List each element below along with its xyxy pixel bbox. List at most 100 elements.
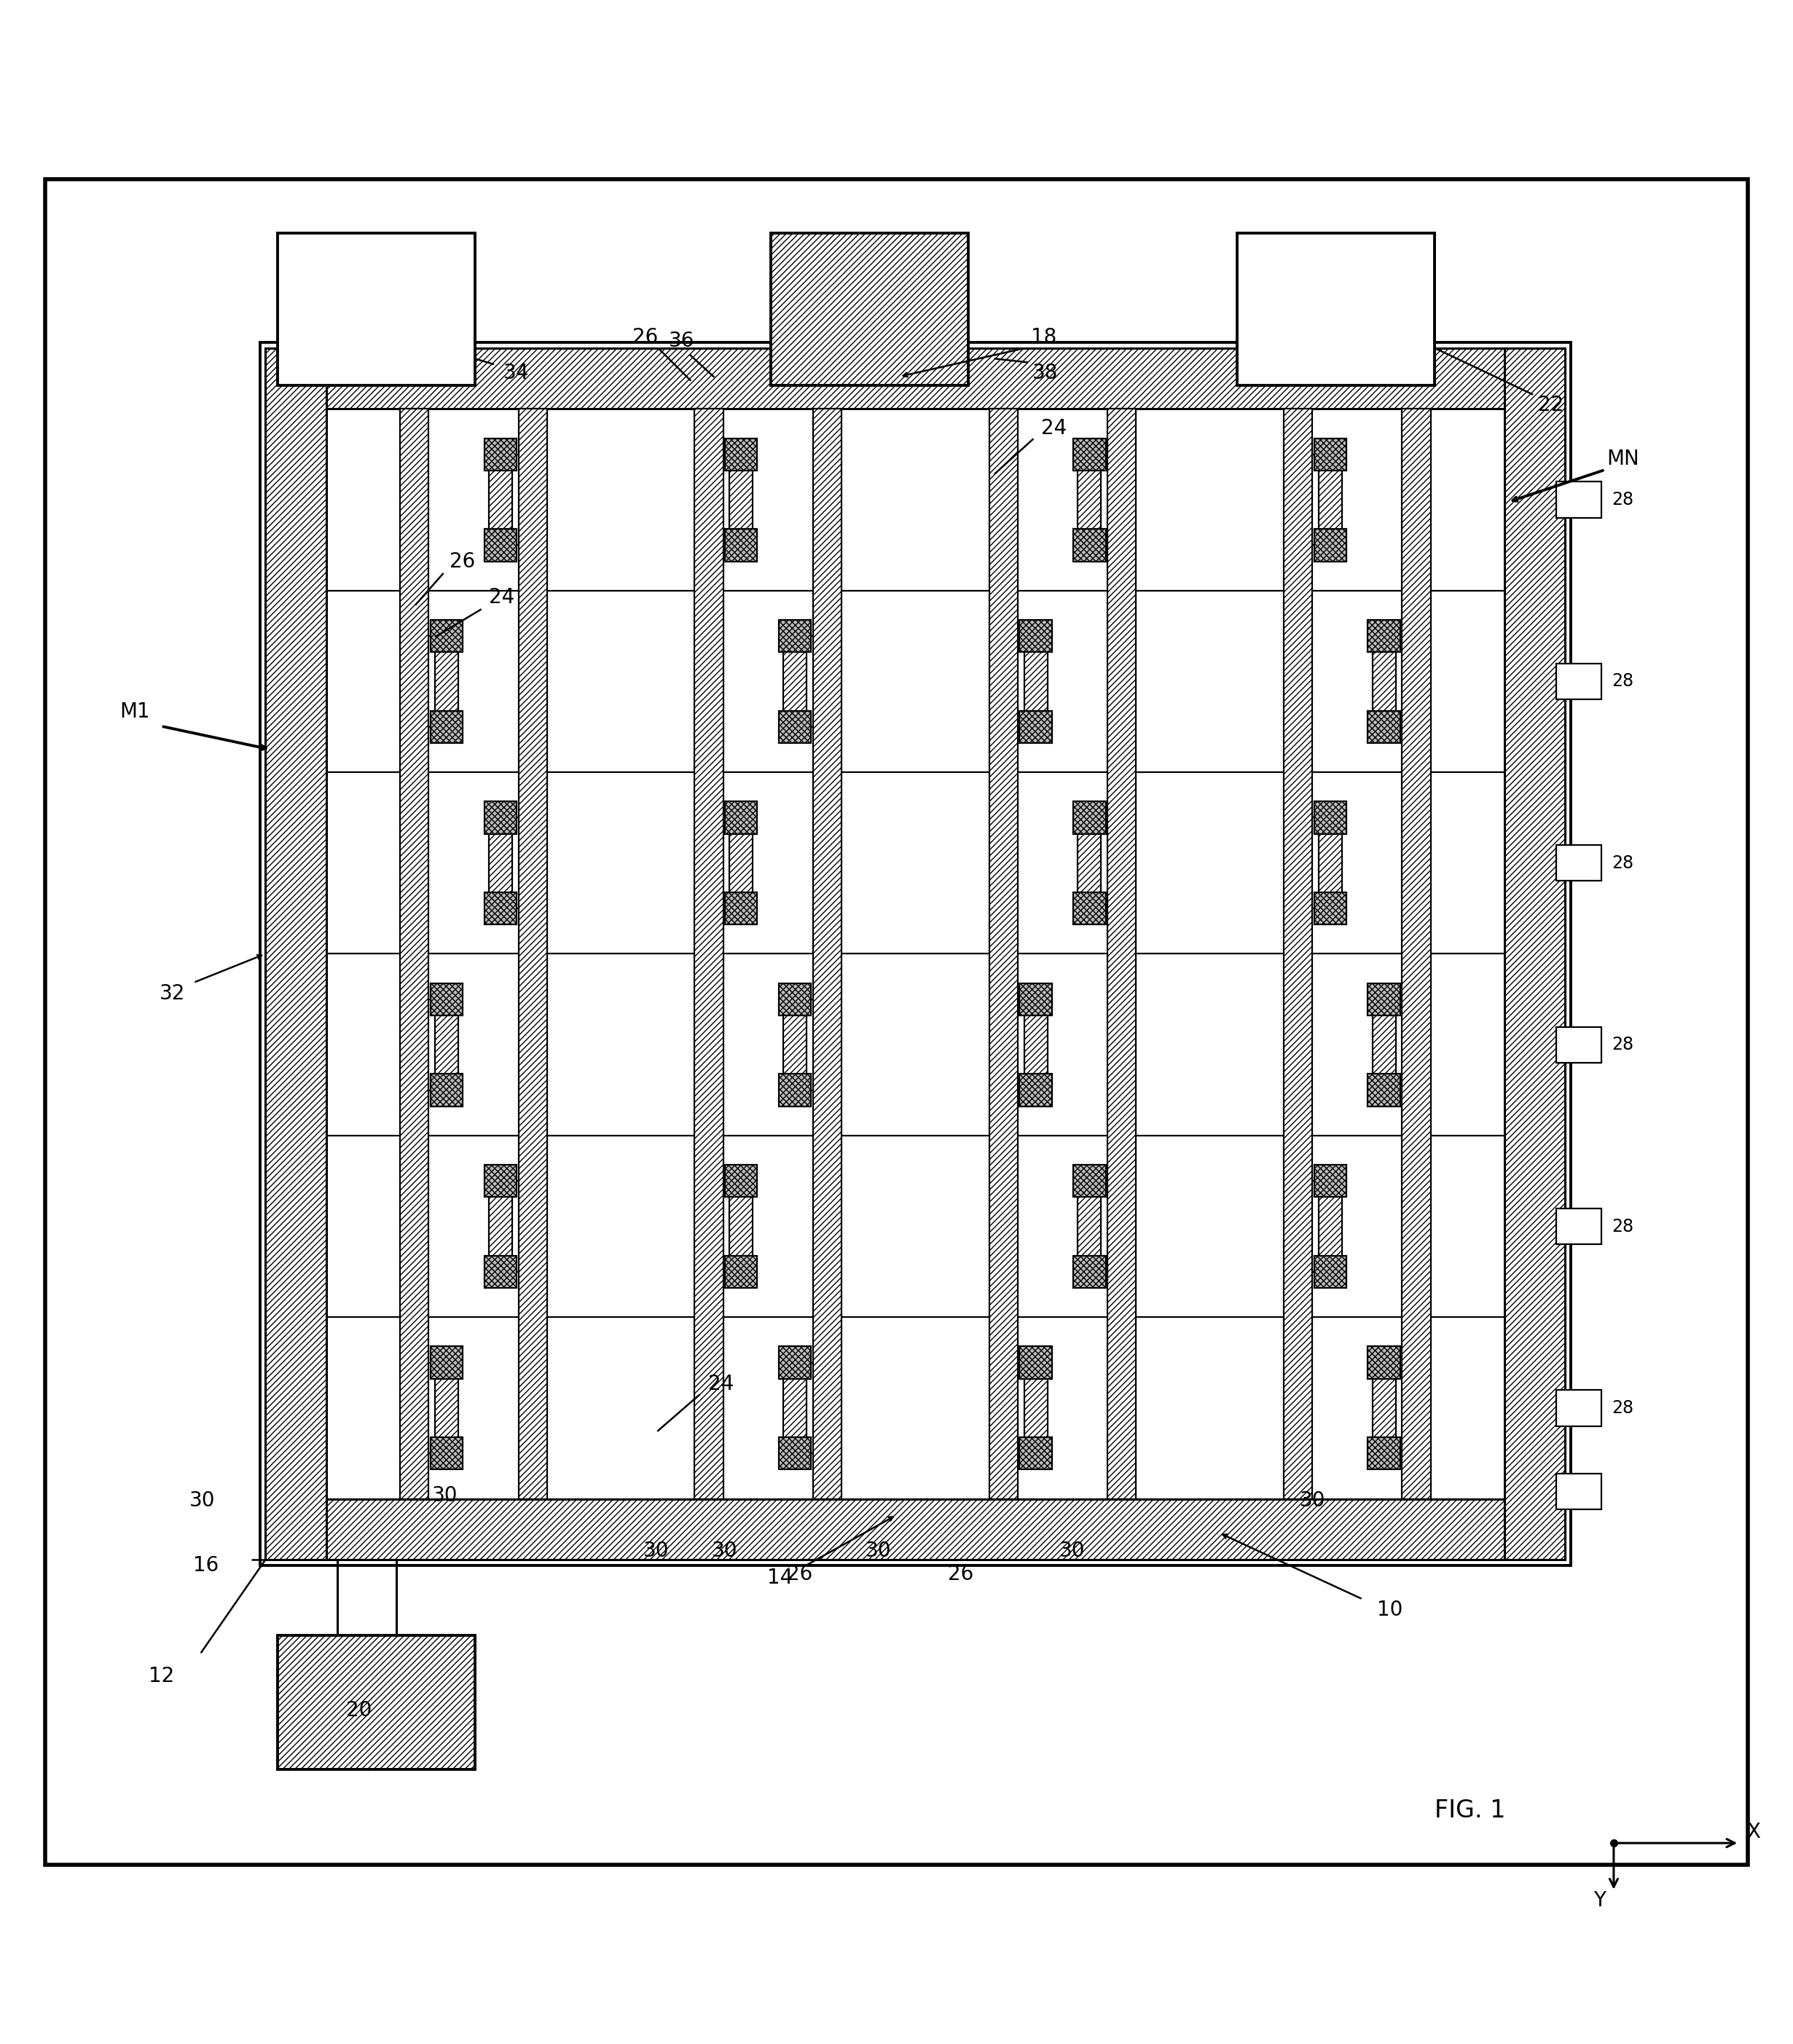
Text: 30: 30 [712, 1541, 737, 1562]
Text: 34: 34 [504, 364, 529, 382]
Bar [1368, 619, 1400, 652]
Bar [1237, 233, 1434, 386]
Text: 28: 28 [1612, 491, 1633, 509]
Bar [1556, 482, 1601, 517]
Text: X: X [1746, 1821, 1761, 1842]
Bar [278, 1635, 475, 1770]
Bar [484, 437, 516, 470]
Text: 16: 16 [194, 1555, 219, 1576]
Bar [1368, 1347, 1400, 1380]
Bar [1020, 711, 1052, 742]
Bar [430, 1437, 463, 1470]
Bar [1314, 437, 1347, 470]
Bar [724, 801, 757, 834]
Bar [1556, 1474, 1601, 1511]
Text: Y: Y [1594, 1891, 1605, 1911]
Bar [1024, 1000, 1047, 1089]
Bar [400, 409, 429, 1498]
Text: 26: 26 [787, 1564, 812, 1584]
Text: 30: 30 [1060, 1541, 1085, 1562]
Text: 30: 30 [644, 1541, 669, 1562]
Bar [1402, 409, 1431, 1498]
Bar [1314, 1255, 1347, 1288]
Text: 28: 28 [1612, 1218, 1633, 1235]
Bar [784, 1363, 807, 1453]
Text: 30: 30 [866, 1541, 891, 1562]
Bar [430, 711, 463, 742]
Text: 28: 28 [1612, 1400, 1633, 1416]
Bar [1074, 893, 1106, 924]
Bar [430, 1347, 463, 1380]
Bar [489, 818, 513, 908]
Bar [1314, 801, 1347, 834]
Bar [778, 711, 810, 742]
Text: MN: MN [1607, 450, 1639, 470]
Bar [730, 454, 753, 546]
Bar [1020, 1347, 1052, 1380]
Bar [265, 347, 1565, 409]
Bar [1556, 1390, 1601, 1427]
Text: 28: 28 [1612, 854, 1633, 873]
Text: 24: 24 [708, 1374, 733, 1394]
Bar [1024, 1363, 1047, 1453]
Text: 26: 26 [450, 552, 475, 572]
Bar [1372, 1363, 1395, 1453]
Bar [1074, 529, 1106, 562]
Bar [430, 983, 463, 1016]
Bar [1314, 1165, 1347, 1198]
Bar [1020, 1437, 1052, 1470]
Bar [518, 409, 547, 1498]
Bar [1368, 711, 1400, 742]
Text: 28: 28 [1612, 672, 1633, 691]
Bar [1372, 636, 1395, 728]
Text: 10: 10 [1377, 1600, 1402, 1621]
Bar [724, 529, 757, 562]
Bar [436, 636, 459, 728]
Text: 28: 28 [1612, 1036, 1633, 1053]
Bar [1314, 529, 1347, 562]
Bar [784, 1000, 807, 1089]
Text: 38: 38 [1033, 364, 1058, 382]
Bar [778, 983, 810, 1016]
Bar [730, 1181, 753, 1271]
Text: 20: 20 [346, 1701, 371, 1721]
Bar [724, 437, 757, 470]
Text: 30: 30 [190, 1490, 215, 1511]
Bar [724, 1165, 757, 1198]
Bar [1024, 636, 1047, 728]
Bar [265, 347, 326, 1560]
Bar [778, 1437, 810, 1470]
Bar [1078, 818, 1101, 908]
Bar [1314, 893, 1347, 924]
Bar [489, 454, 513, 546]
Bar [724, 1255, 757, 1288]
Bar [436, 1000, 459, 1089]
Bar [1368, 983, 1400, 1016]
Bar [1372, 1000, 1395, 1089]
Bar [778, 1347, 810, 1380]
Bar [1556, 1026, 1601, 1063]
Bar [1318, 818, 1341, 908]
Text: 26: 26 [948, 1564, 974, 1584]
Bar [1074, 1165, 1106, 1198]
Bar [730, 818, 753, 908]
Bar [1020, 983, 1052, 1016]
Text: FIG. 1: FIG. 1 [1434, 1799, 1506, 1823]
Bar [1368, 1437, 1400, 1470]
Bar [430, 1073, 463, 1106]
Text: 36: 36 [669, 331, 694, 352]
Bar [1078, 1181, 1101, 1271]
Text: 12: 12 [149, 1666, 174, 1686]
Text: 14: 14 [767, 1568, 793, 1588]
Text: 26: 26 [633, 327, 658, 347]
Bar [1020, 619, 1052, 652]
Bar [1368, 1073, 1400, 1106]
Bar [1318, 1181, 1341, 1271]
Bar [484, 1165, 516, 1198]
Bar [990, 409, 1018, 1498]
Text: 30: 30 [1300, 1490, 1325, 1511]
Bar [1284, 409, 1312, 1498]
Bar [265, 1498, 1565, 1560]
Bar [1556, 664, 1601, 699]
Bar [778, 1073, 810, 1106]
